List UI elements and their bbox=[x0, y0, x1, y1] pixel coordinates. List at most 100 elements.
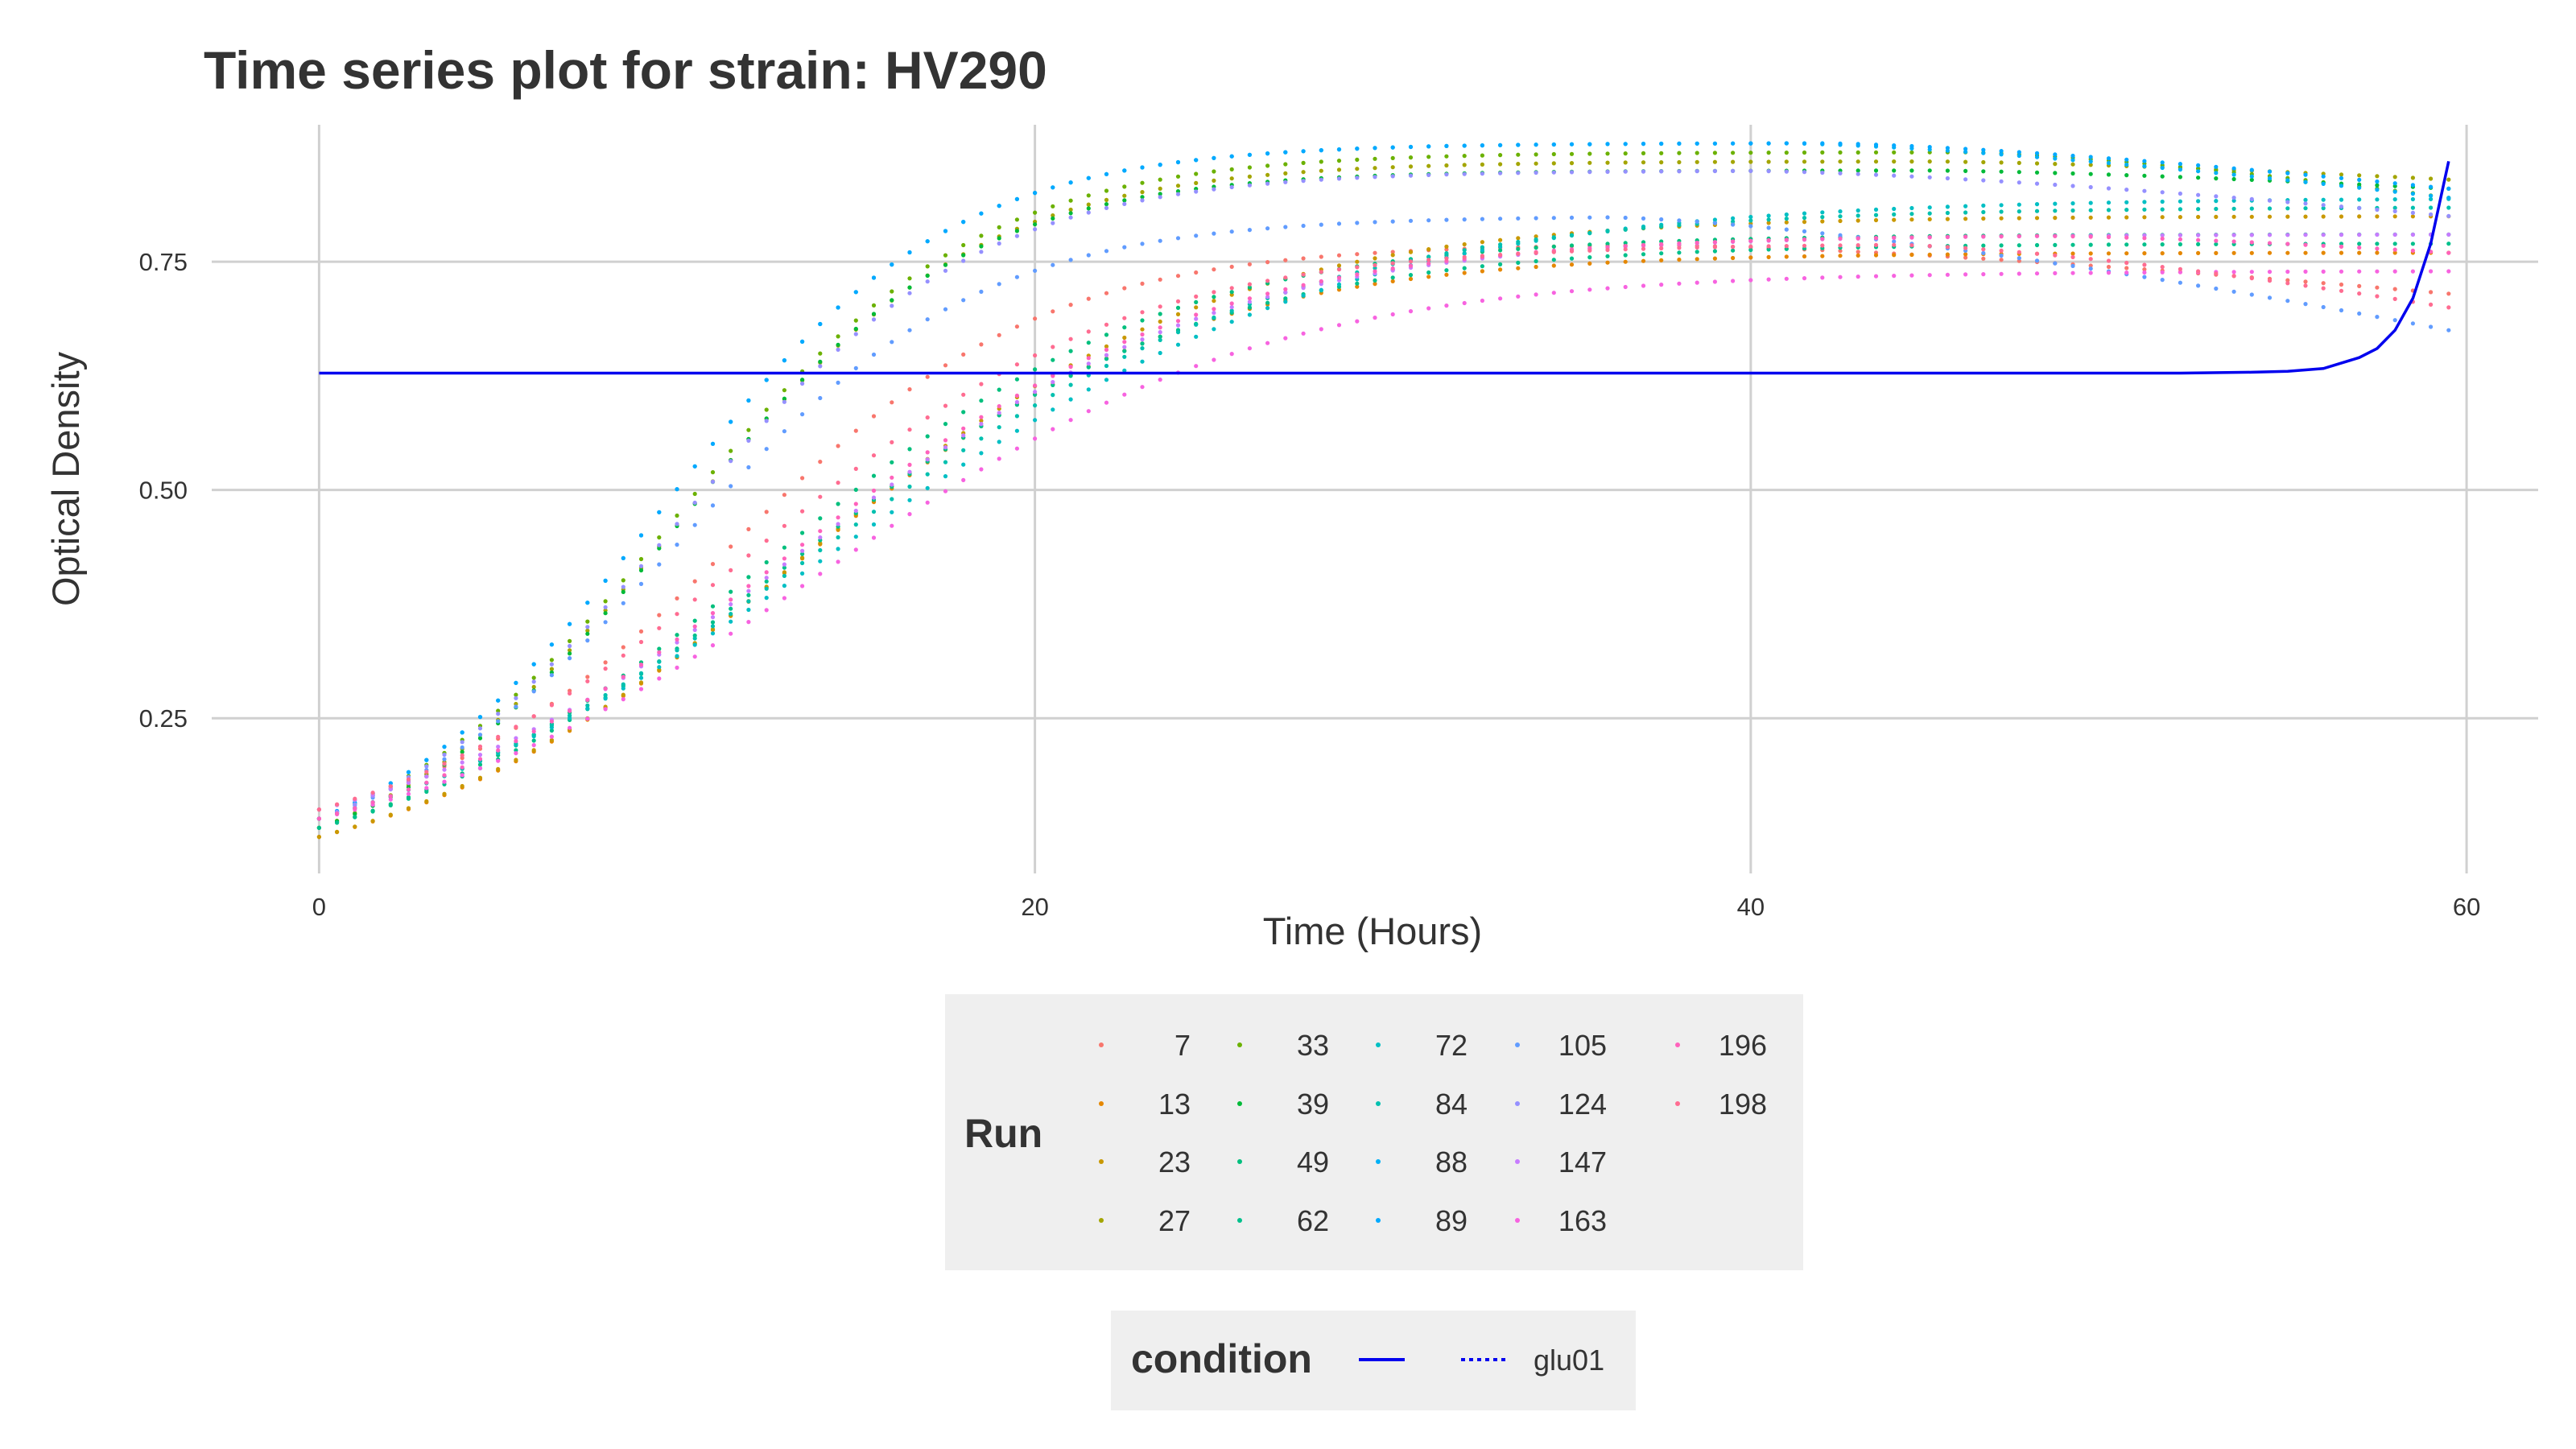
data-point-run-196 bbox=[1838, 236, 1843, 241]
data-point-run-89 bbox=[1695, 141, 1699, 146]
data-point-run-27 bbox=[1677, 159, 1682, 165]
run-legend-key-72 bbox=[1376, 1042, 1381, 1047]
data-point-run-27 bbox=[1194, 180, 1199, 185]
data-point-run-89 bbox=[1373, 146, 1377, 151]
data-point-run-49 bbox=[1104, 332, 1109, 337]
data-point-run-196 bbox=[2321, 243, 2326, 248]
data-point-run-163 bbox=[2410, 269, 2415, 274]
data-point-run-33 bbox=[1229, 167, 1234, 171]
data-point-run-163 bbox=[1981, 272, 1986, 277]
data-point-run-198 bbox=[2303, 283, 2308, 288]
data-point-run-124 bbox=[2231, 196, 2236, 200]
data-point-run-105 bbox=[943, 307, 948, 312]
data-point-run-198 bbox=[1033, 353, 1038, 358]
data-point-run-198 bbox=[1283, 275, 1288, 280]
data-point-run-124 bbox=[2410, 210, 2415, 215]
data-point-run-72 bbox=[2124, 200, 2129, 204]
data-point-run-62 bbox=[1623, 253, 1628, 258]
data-point-run-89 bbox=[1033, 191, 1038, 196]
data-point-run-105 bbox=[782, 429, 787, 434]
series-84 bbox=[316, 205, 2451, 821]
data-point-run-49 bbox=[853, 487, 858, 493]
data-point-run-33 bbox=[1462, 154, 1467, 159]
data-point-run-124 bbox=[818, 364, 823, 369]
data-point-run-196 bbox=[1766, 237, 1771, 243]
data-point-run-198 bbox=[2285, 281, 2290, 286]
data-point-run-88 bbox=[2034, 155, 2040, 159]
data-point-run-198 bbox=[603, 667, 608, 671]
data-point-run-124 bbox=[1301, 179, 1306, 184]
data-point-run-84 bbox=[1175, 330, 1181, 335]
run-legend-label-196: 196 bbox=[1719, 1029, 1767, 1062]
data-point-run-105 bbox=[1355, 221, 1360, 225]
data-point-run-88 bbox=[2249, 174, 2254, 179]
data-point-run-124 bbox=[2339, 204, 2344, 209]
data-point-run-198 bbox=[979, 382, 984, 386]
data-point-run-72 bbox=[2178, 199, 2182, 204]
data-point-run-89 bbox=[1122, 168, 1127, 173]
data-point-run-89 bbox=[2160, 160, 2165, 165]
data-point-run-163 bbox=[1873, 274, 1879, 279]
data-point-run-33 bbox=[1283, 162, 1288, 167]
data-point-run-198 bbox=[388, 784, 393, 789]
data-point-run-84 bbox=[1748, 218, 1753, 223]
data-point-run-89 bbox=[2053, 152, 2058, 157]
data-point-run-23 bbox=[1784, 220, 1789, 225]
data-point-run-84 bbox=[1051, 393, 1055, 398]
chart-title: Time series plot for strain: HV290 bbox=[204, 40, 1047, 100]
data-point-run-33 bbox=[729, 448, 733, 453]
data-point-run-84 bbox=[657, 659, 662, 664]
data-point-run-88 bbox=[2321, 181, 2326, 186]
data-point-run-89 bbox=[675, 487, 679, 492]
data-point-run-89 bbox=[1873, 142, 1879, 147]
data-point-run-198 bbox=[1856, 243, 1860, 248]
data-point-run-147 bbox=[2249, 233, 2254, 237]
data-point-run-72 bbox=[2303, 197, 2308, 202]
data-point-run-7 bbox=[961, 352, 966, 357]
data-point-run-62 bbox=[1068, 374, 1073, 378]
data-point-run-196 bbox=[1981, 234, 1986, 239]
data-point-run-39 bbox=[2249, 177, 2254, 182]
data-point-run-89 bbox=[1820, 141, 1825, 146]
data-point-run-198 bbox=[1140, 310, 1145, 315]
data-point-run-124 bbox=[603, 605, 608, 609]
data-point-run-196 bbox=[1731, 239, 1736, 244]
data-point-run-89 bbox=[496, 698, 501, 703]
data-point-run-105 bbox=[460, 745, 464, 750]
data-point-run-7 bbox=[1319, 254, 1323, 259]
data-point-run-88 bbox=[2106, 160, 2112, 166]
data-point-run-23 bbox=[2178, 215, 2182, 220]
data-point-run-163 bbox=[1408, 309, 1414, 314]
data-point-run-84 bbox=[1122, 354, 1127, 359]
data-point-run-163 bbox=[2106, 270, 2112, 275]
data-point-run-147 bbox=[2357, 233, 2362, 237]
data-point-run-163 bbox=[836, 559, 840, 564]
data-point-run-33 bbox=[1301, 160, 1306, 165]
data-point-run-62 bbox=[1104, 357, 1109, 361]
data-point-run-163 bbox=[1229, 352, 1234, 357]
data-point-run-163 bbox=[2392, 269, 2397, 274]
run-legend-key-33 bbox=[1237, 1042, 1242, 1047]
data-point-run-163 bbox=[1963, 272, 1968, 277]
data-point-run-84 bbox=[1623, 227, 1628, 232]
data-point-run-105 bbox=[2410, 321, 2415, 326]
data-point-run-23 bbox=[2231, 214, 2236, 219]
data-point-run-39 bbox=[836, 342, 840, 347]
data-point-run-198 bbox=[2053, 253, 2058, 258]
data-point-run-72 bbox=[2142, 200, 2147, 204]
data-point-run-196 bbox=[496, 748, 501, 753]
data-point-run-7 bbox=[1122, 286, 1127, 291]
data-point-run-147 bbox=[871, 495, 877, 500]
data-point-run-7 bbox=[2392, 287, 2397, 291]
data-point-run-89 bbox=[2410, 183, 2415, 188]
data-point-run-33 bbox=[1426, 155, 1431, 159]
data-point-run-33 bbox=[782, 388, 787, 393]
data-point-run-196 bbox=[746, 584, 751, 588]
data-point-run-33 bbox=[1909, 150, 1914, 155]
run-legend-label-72: 72 bbox=[1435, 1029, 1468, 1062]
data-point-run-89 bbox=[442, 745, 447, 749]
data-point-run-163 bbox=[388, 797, 393, 802]
data-point-run-23 bbox=[531, 748, 536, 753]
data-point-run-105 bbox=[1892, 239, 1897, 244]
data-point-run-89 bbox=[1587, 142, 1592, 147]
